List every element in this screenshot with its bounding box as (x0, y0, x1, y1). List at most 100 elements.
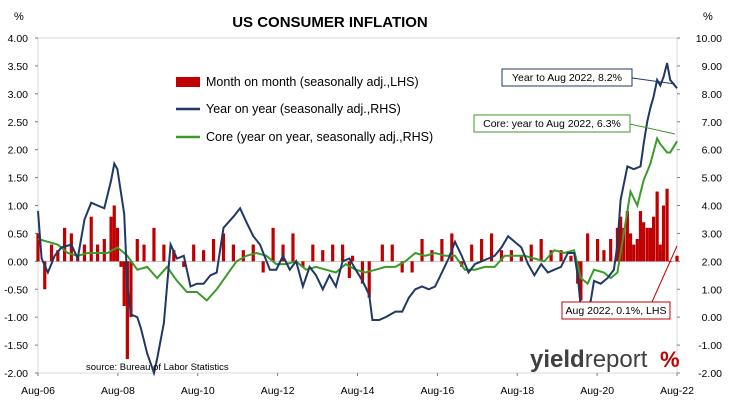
core-callout: Core: year to Aug 2022, 6.3% (473, 114, 676, 135)
mom-bar (43, 261, 47, 290)
x-tick-label: Aug-14 (341, 385, 375, 397)
right-tick-label: 3.00 (702, 228, 723, 240)
legend: Month on month (seasonally adj.,LHS) Yea… (176, 75, 433, 144)
mom-bar (271, 227, 275, 262)
core-yoy-line (37, 135, 678, 302)
right-axis-ticks: -2.00 -1.00 0.00 1.00 2.00 3.00 4.00 5.00 6.00 7.… (677, 33, 722, 380)
left-tick-label: 0.50 (8, 228, 29, 240)
left-tick-label: 2.50 (8, 117, 29, 129)
mom-bar (400, 261, 404, 273)
yoy-callout: Year to Aug 2022, 8.2% (501, 68, 676, 87)
left-tick-label: 0.00 (8, 256, 29, 268)
x-tick-label: Aug-08 (101, 385, 135, 397)
x-tick-label: Aug-16 (420, 385, 454, 397)
x-tick-label: Aug-06 (21, 385, 55, 397)
mom-bar (182, 261, 186, 267)
mom-bar (261, 261, 265, 273)
mom-bar (430, 250, 434, 262)
logo-text: yieldreport (530, 346, 648, 373)
mom-bar (595, 239, 600, 262)
mom-bar (321, 250, 325, 262)
mom-bar (440, 239, 444, 262)
core-callout-text: Core: year to Aug 2022, 6.3% (483, 118, 621, 130)
yoy-callout-leader (631, 77, 676, 85)
mom-bar (102, 239, 106, 262)
mom-bar (410, 261, 414, 273)
mom-bar (619, 216, 623, 262)
mom-bar (665, 188, 669, 262)
left-tick-label: 2.00 (8, 145, 29, 157)
mom-callout-leader (651, 245, 678, 303)
left-tick-label: 1.00 (8, 201, 29, 213)
mom-bar (489, 233, 494, 262)
mom-bar (661, 205, 666, 262)
mom-bar (63, 227, 67, 262)
legend-label-yoy: Year on year (seasonally adj.,RHS) (206, 102, 401, 116)
mom-bar (231, 244, 235, 262)
mom-bar (675, 255, 679, 262)
right-tick-label: -1.00 (698, 340, 722, 352)
chart-title: US CONSUMER INFLATION (232, 14, 428, 31)
legend-label-core: Core (year on year, seasonally adj.,RHS) (206, 130, 433, 144)
mom-bar (499, 250, 504, 262)
yoy-callout-box (501, 68, 633, 87)
mom-bar (347, 261, 351, 279)
right-tick-label: 1.00 (702, 284, 723, 296)
mom-bar (470, 244, 474, 262)
left-tick-label: 4.00 (8, 33, 29, 45)
right-tick-label: 6.00 (702, 145, 723, 157)
mom-bar (291, 233, 295, 262)
right-tick-label: 2.00 (702, 256, 723, 268)
left-tick-label: 3.50 (8, 61, 29, 73)
left-tick-label: -1.00 (4, 312, 28, 324)
mom-bar (241, 250, 245, 262)
mom-bar (281, 244, 285, 262)
mom-bar (172, 250, 176, 262)
mom-bar (211, 239, 216, 262)
mom-bar (341, 244, 345, 262)
mom-bar (129, 261, 133, 318)
right-tick-label: 7.00 (702, 117, 723, 129)
x-axis-ticks: Aug-06 Aug-08 Aug-10 Aug-12 Aug-14 Aug-16 Aug-… (21, 373, 694, 397)
mom-bar (192, 244, 196, 262)
mom-bar (519, 255, 523, 262)
mom-bar (579, 261, 583, 301)
yieldreport-logo: yieldreport % (530, 346, 680, 373)
right-axis-unit: % (703, 11, 713, 23)
mom-bar (642, 222, 646, 262)
mom-callout: Aug 2022, 0.1%, LHS (561, 245, 678, 320)
mom-bar (122, 261, 126, 306)
mom-bar (350, 255, 355, 262)
legend-swatch-mom (176, 77, 200, 87)
left-tick-label: -1.50 (4, 340, 28, 352)
mom-bar (648, 227, 652, 262)
mom-bar (89, 216, 93, 262)
mom-bar (635, 239, 639, 262)
right-tick-label: 5.00 (702, 173, 723, 185)
mom-callout-text: Aug 2022, 0.1%, LHS (566, 305, 667, 317)
mom-bars (36, 188, 679, 360)
mom-bar (125, 261, 129, 360)
left-tick-label: 1.50 (8, 173, 29, 185)
x-tick-label: Aug-12 (261, 385, 295, 397)
mom-bar (549, 250, 553, 262)
mom-bar (221, 233, 226, 262)
mom-bar (36, 233, 40, 262)
mom-bar (109, 216, 113, 262)
mom-bar (135, 239, 139, 262)
left-axis-ticks: -2.00 -1.50 -1.00 -0.50 0.00 0.50 1.00 1.50 2.00… (4, 33, 38, 380)
mom-bar (390, 244, 394, 262)
mom-bar (162, 244, 166, 262)
right-tick-label: 9.00 (702, 61, 723, 73)
x-tick-label: Aug-20 (580, 385, 614, 397)
mom-bar (152, 227, 156, 262)
mom-bar (115, 227, 120, 262)
mom-bar (622, 227, 626, 262)
mom-bar (645, 227, 649, 262)
x-tick-label: Aug-22 (660, 385, 694, 397)
mom-bar (112, 205, 116, 262)
mom-bar (69, 233, 73, 262)
mom-bar (651, 216, 656, 262)
